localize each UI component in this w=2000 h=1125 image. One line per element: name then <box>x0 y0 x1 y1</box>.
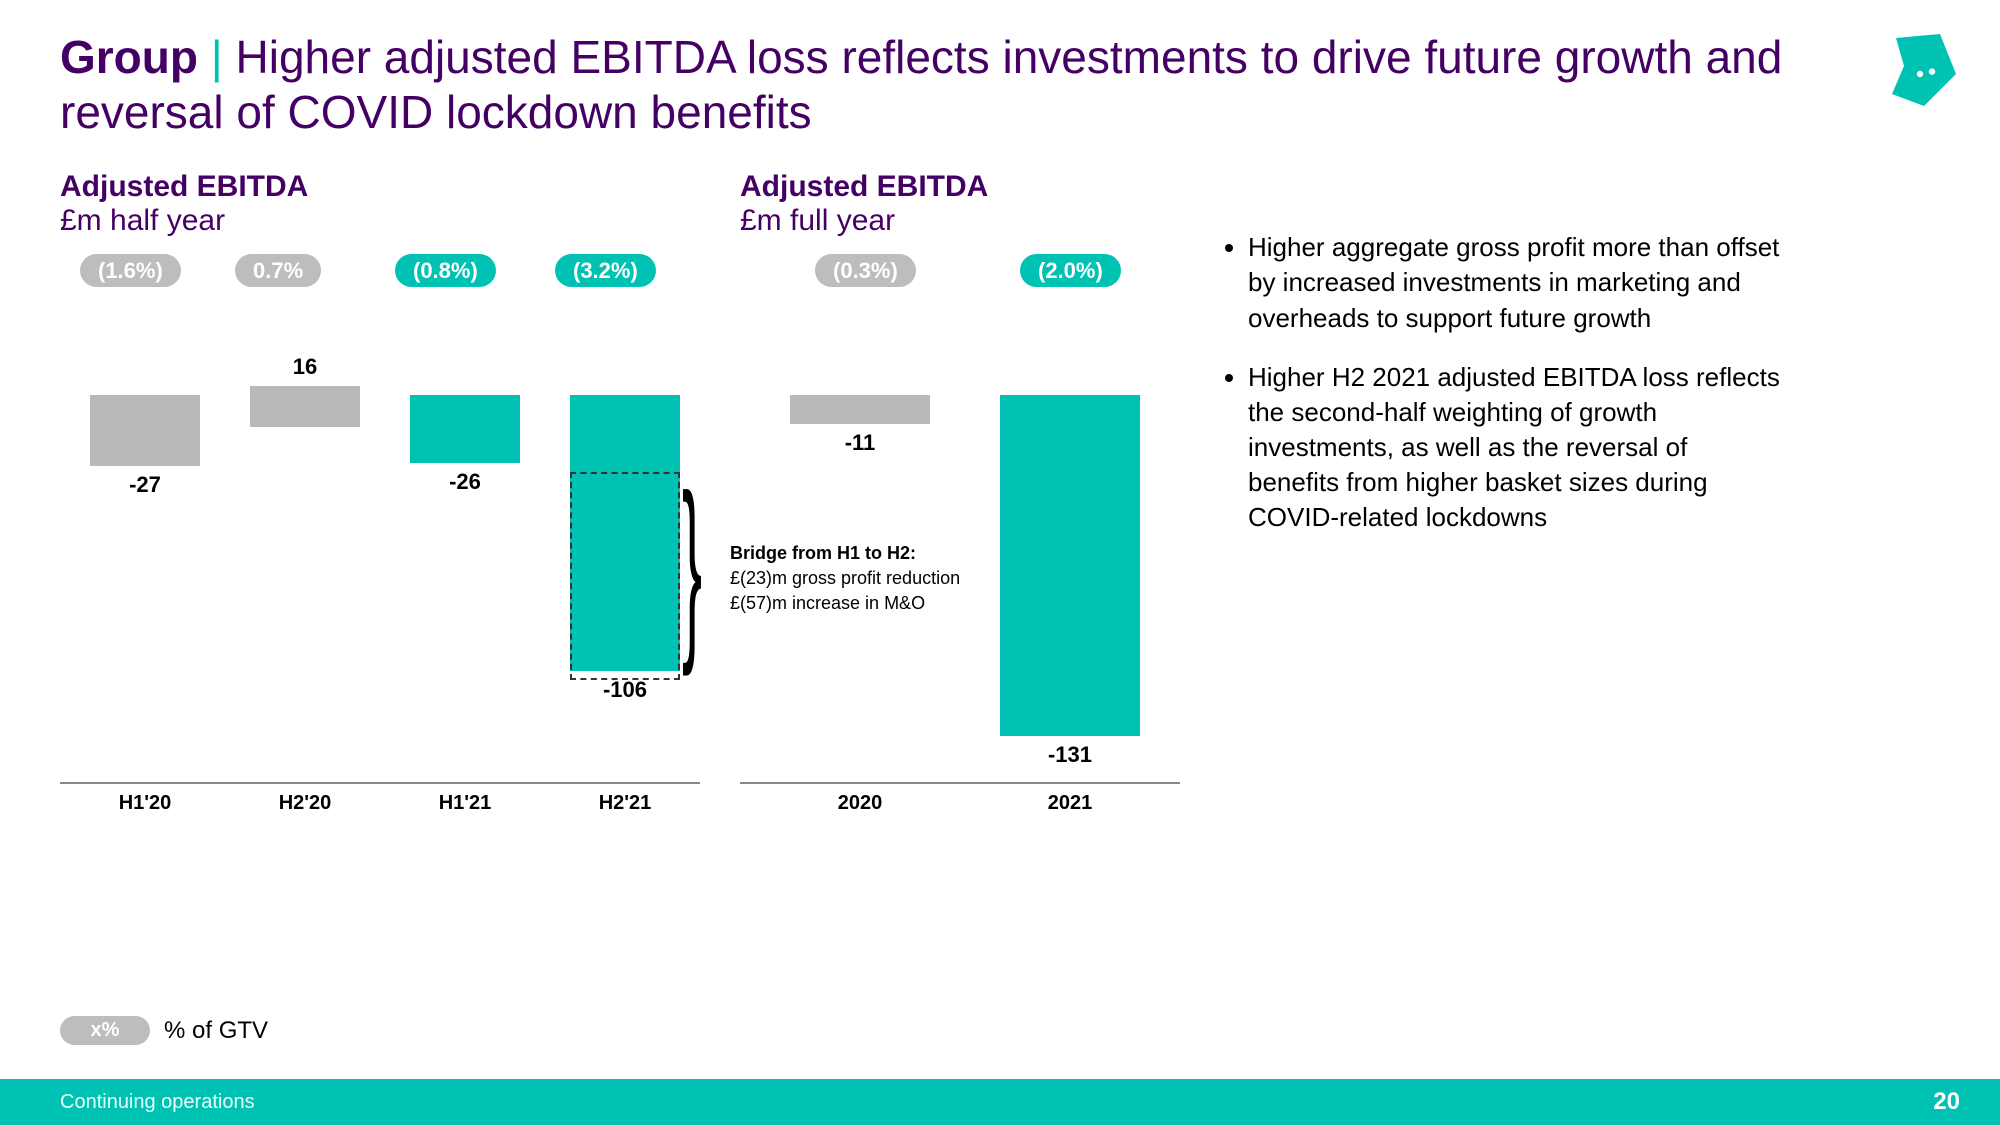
bar-slot: -11 <box>790 395 930 456</box>
gtv-pill: (0.8%) <box>395 254 496 287</box>
slide-title: Group | Higher adjusted EBITDA loss refl… <box>0 0 2000 150</box>
chart-half-area: } Bridge from H1 to H2: £(23)m gross pro… <box>60 304 700 784</box>
axis-label: H1'20 <box>90 792 200 815</box>
bar-value: -27 <box>129 472 161 498</box>
footer-bar: Continuing operations 20 <box>0 1079 2000 1125</box>
axis-label: 2020 <box>790 792 930 815</box>
dashed-overlay <box>570 472 680 680</box>
chart-half-year: Adjusted EBITDA £m half year (1.6%)0.7%(… <box>60 170 700 820</box>
page-number: 20 <box>1933 1088 1960 1116</box>
chart-full-subtitle: £m full year <box>740 204 1180 238</box>
chart-full-year: Adjusted EBITDA £m full year (0.3%)(2.0%… <box>740 170 1180 820</box>
brand-logo-icon <box>1880 30 1960 110</box>
bridge-brace-icon: } <box>682 466 702 666</box>
legend-text: % of GTV <box>164 1017 268 1045</box>
bullet-item: Higher aggregate gross profit more than … <box>1248 230 1780 335</box>
bar <box>1000 395 1140 736</box>
chart-half-axis: H1'20 H2'20 H1'21 H2'21 <box>60 792 700 820</box>
legend-pill: x% <box>60 1016 150 1045</box>
chart-half-subtitle: £m half year <box>60 204 700 238</box>
gtv-pill: 0.7% <box>235 254 321 287</box>
title-bold: Group <box>60 31 198 83</box>
bar-value: -131 <box>1048 742 1092 768</box>
bar <box>410 395 520 463</box>
chart-full-title: Adjusted EBITDA <box>740 170 1180 204</box>
bar-value: -26 <box>449 469 481 495</box>
bar-slot: 16 <box>250 354 360 428</box>
bullet-list: Higher aggregate gross profit more than … <box>1220 170 1780 820</box>
title-rest: Higher adjusted EBITDA loss reflects inv… <box>60 31 1782 138</box>
chart-half-title: Adjusted EBITDA <box>60 170 700 204</box>
bar <box>250 386 360 428</box>
footer-note: Continuing operations <box>60 1091 255 1114</box>
gtv-pill: (2.0%) <box>1020 254 1121 287</box>
bar-value: -11 <box>845 430 876 456</box>
chart-full-area: -11 -131 <box>740 304 1180 784</box>
axis-label: 2021 <box>1000 792 1140 815</box>
legend: x% % of GTV <box>60 1016 268 1045</box>
chart-full-axis: 2020 2021 <box>740 792 1180 820</box>
bar-slot: -27 <box>90 395 200 497</box>
title-separator: | <box>211 31 236 83</box>
bar-slot: -26 <box>410 395 520 495</box>
gtv-pill: (1.6%) <box>80 254 181 287</box>
gtv-pill: (0.3%) <box>815 254 916 287</box>
bar <box>790 395 930 424</box>
gtv-pill: (3.2%) <box>555 254 656 287</box>
chart-full-pills: (0.3%)(2.0%) <box>740 258 1180 294</box>
bullet-item: Higher H2 2021 adjusted EBITDA loss refl… <box>1248 360 1780 535</box>
bar-value: 16 <box>293 354 317 380</box>
bar-slot: -131 <box>1000 395 1140 768</box>
bar-value: -106 <box>603 677 647 703</box>
axis-label: H2'20 <box>250 792 360 815</box>
axis-label: H2'21 <box>570 792 680 815</box>
chart-half-pills: (1.6%)0.7%(0.8%)(3.2%) <box>60 258 700 294</box>
axis-label: H1'21 <box>410 792 520 815</box>
bar <box>90 395 200 465</box>
